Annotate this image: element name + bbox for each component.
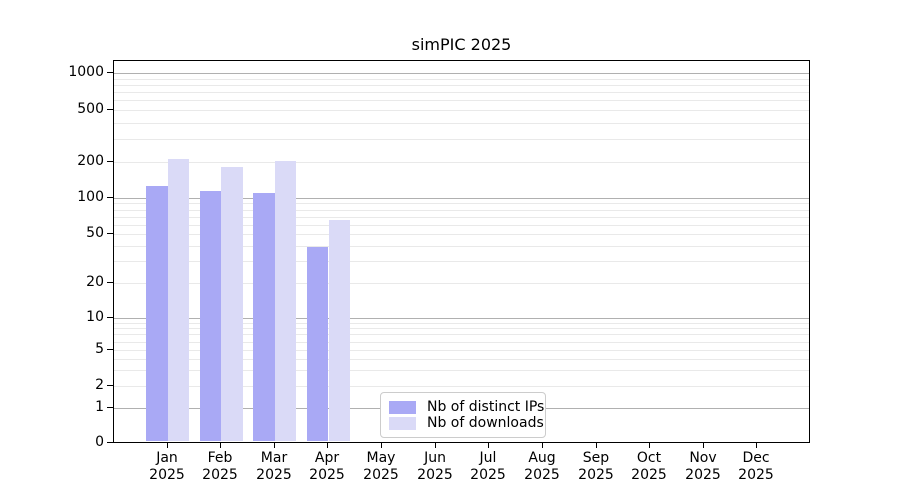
x-tick-mark: [220, 443, 221, 448]
y-tick-label: 500: [77, 101, 104, 117]
y-tick-label: 100: [77, 189, 104, 205]
bar-downloads: [328, 220, 350, 441]
y-tick-mark: [107, 385, 113, 386]
minor-gridline: [114, 100, 809, 101]
y-tick-label: 200: [77, 153, 104, 169]
bar-downloads: [221, 166, 243, 441]
x-tick-mark: [649, 443, 650, 448]
legend: Nb of distinct IPs Nb of downloads: [380, 392, 546, 438]
y-tick-mark: [107, 349, 113, 350]
y-tick-mark: [107, 109, 113, 110]
x-tick-mark: [327, 443, 328, 448]
minor-gridline: [114, 79, 809, 80]
minor-gridline: [114, 328, 809, 329]
x-tick-mark: [703, 443, 704, 448]
minor-gridline: [114, 210, 809, 211]
chart-title: simPIC 2025: [411, 35, 512, 54]
minor-gridline: [114, 85, 809, 86]
bar-distinct-ips: [146, 185, 168, 441]
x-tick-label: Oct 2025: [631, 450, 667, 483]
minor-gridline: [114, 123, 809, 124]
y-tick-label: 1: [95, 399, 104, 415]
y-tick-mark: [107, 233, 113, 234]
major-gridline: [114, 198, 809, 199]
bar-distinct-ips: [253, 192, 275, 441]
x-tick-label: Jan 2025: [149, 450, 185, 483]
y-tick-label: 20: [86, 274, 104, 290]
bar-distinct-ips: [199, 191, 222, 441]
y-tick-label: 10: [86, 309, 104, 325]
legend-item-downloads: Nb of downloads: [389, 415, 544, 431]
minor-gridline: [114, 225, 809, 226]
x-tick-label: Dec 2025: [738, 450, 774, 483]
minor-gridline: [114, 283, 809, 284]
y-tick-label: 0: [95, 434, 104, 450]
plot-area: Nb of distinct IPs Nb of downloads: [113, 60, 810, 443]
bar-downloads: [167, 159, 189, 441]
x-tick-label: May 2025: [363, 450, 399, 483]
bar-distinct-ips: [307, 247, 329, 441]
x-tick-mark: [488, 443, 489, 448]
x-tick-mark: [542, 443, 543, 448]
y-tick-label: 2: [95, 377, 104, 393]
minor-gridline: [114, 350, 809, 351]
x-tick-mark: [756, 443, 757, 448]
x-tick-mark: [435, 443, 436, 448]
y-tick-mark: [107, 282, 113, 283]
y-tick-mark: [107, 317, 113, 318]
x-tick-label: Feb 2025: [202, 450, 238, 483]
major-gridline: [114, 73, 809, 74]
minor-gridline: [114, 203, 809, 204]
y-tick-mark: [107, 161, 113, 162]
x-tick-mark: [596, 443, 597, 448]
minor-gridline: [114, 370, 809, 371]
x-tick-label: Jul 2025: [470, 450, 506, 483]
x-tick-label: Mar 2025: [256, 450, 292, 483]
minor-gridline: [114, 323, 809, 324]
x-tick-label: Apr 2025: [309, 450, 345, 483]
minor-gridline: [114, 234, 809, 235]
minor-gridline: [114, 386, 809, 387]
legend-label-distinct-ips: Nb of distinct IPs: [427, 399, 545, 415]
minor-gridline: [114, 246, 809, 247]
y-tick-mark: [107, 197, 113, 198]
y-tick-mark: [107, 407, 113, 408]
y-tick-label: 1000: [68, 64, 104, 80]
legend-swatch-distinct-ips: [389, 400, 416, 414]
legend-item-distinct-ips: Nb of distinct IPs: [389, 399, 544, 415]
legend-swatch-downloads: [389, 416, 416, 430]
legend-label-downloads: Nb of downloads: [427, 415, 544, 431]
minor-gridline: [114, 110, 809, 111]
minor-gridline: [114, 139, 809, 140]
y-tick-mark: [107, 72, 113, 73]
x-tick-mark: [274, 443, 275, 448]
minor-gridline: [114, 217, 809, 218]
minor-gridline: [114, 261, 809, 262]
major-gridline: [114, 318, 809, 319]
minor-gridline: [114, 162, 809, 163]
x-tick-label: Jun 2025: [417, 450, 453, 483]
y-tick-mark: [107, 442, 113, 443]
x-tick-label: Nov 2025: [685, 450, 721, 483]
y-tick-label: 50: [86, 225, 104, 241]
bar-downloads: [274, 161, 297, 441]
x-tick-label: Sep 2025: [578, 450, 614, 483]
x-tick-mark: [381, 443, 382, 448]
minor-gridline: [114, 334, 809, 335]
x-tick-mark: [167, 443, 168, 448]
minor-gridline: [114, 342, 809, 343]
minor-gridline: [114, 359, 809, 360]
minor-gridline: [114, 92, 809, 93]
x-tick-label: Aug 2025: [524, 450, 560, 483]
y-tick-label: 5: [95, 341, 104, 357]
